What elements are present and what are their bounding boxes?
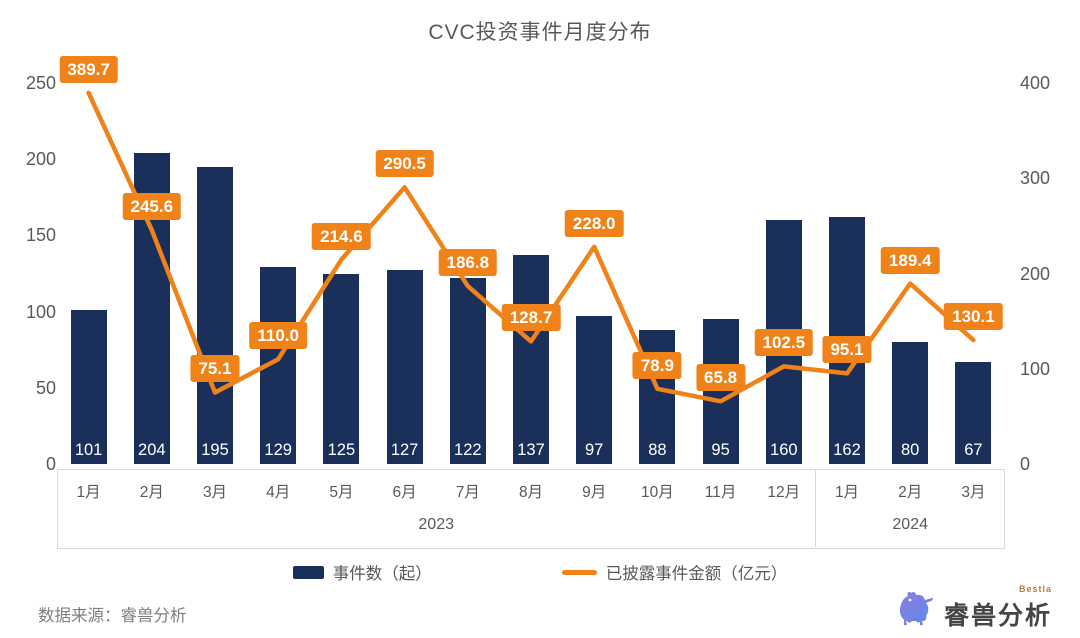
y-axis-left-tick: 150 (25, 225, 56, 246)
year-group-divider (815, 469, 817, 547)
line-point-label: 75.1 (190, 355, 240, 383)
y-axis-left-tick: 250 (25, 73, 56, 93)
y-axis-right-tick: 100 (1020, 358, 1051, 379)
legend-label-line: 已披露事件金额（亿元） (605, 565, 788, 583)
x-tick-label: 12月 (767, 484, 801, 501)
line-point-label: 186.8 (438, 249, 498, 277)
line-point-label: 228.0 (564, 209, 624, 237)
bar-value-label: 162 (833, 441, 861, 459)
brand-name: 睿兽分析 (943, 602, 1052, 630)
bar-value-label: 95 (711, 441, 730, 459)
legend-label-bars: 事件数（起） (332, 565, 432, 583)
bar-value-label: 160 (770, 441, 798, 459)
brand-subtitle: Bestla (1018, 584, 1052, 594)
data-source-note: 数据来源：睿兽分析 (38, 607, 187, 625)
line-point-label: 95.1 (822, 336, 872, 364)
bar-value-label: 101 (74, 441, 103, 459)
x-tick-label: 1月 (834, 484, 860, 501)
y-axis-left-tick: 50 (35, 377, 56, 398)
line-swatch-icon (561, 569, 597, 575)
line-point-label: 245.6 (122, 193, 182, 221)
legend: 事件数（起） 已披露事件金额（亿元） (0, 556, 1080, 588)
bar (449, 278, 486, 464)
x-tick-label: 6月 (392, 484, 417, 501)
bar-value-label: 97 (585, 441, 604, 459)
x-tick-label: 3月 (961, 484, 986, 501)
x-tick-label: 4月 (266, 484, 291, 501)
y-axis-right-tick: 200 (1020, 263, 1051, 284)
x-axis-band (57, 469, 1005, 549)
year-group-label: 2023 (418, 516, 454, 533)
line-point-label: 65.8 (696, 364, 746, 392)
bar-value-label: 122 (454, 441, 482, 459)
legend-item-bars: 事件数（起） (292, 560, 432, 584)
line-point-label: 389.7 (59, 55, 118, 83)
bar-value-label: 80 (901, 441, 920, 459)
brand-logo: 睿兽分析 Bestla (896, 584, 1052, 632)
line-point-label: 102.5 (754, 329, 814, 357)
x-tick-label: 9月 (582, 484, 607, 501)
x-tick-label: 3月 (202, 484, 228, 501)
x-tick-label: 7月 (455, 484, 480, 501)
x-tick-label: 1月 (76, 484, 101, 501)
bar (260, 267, 297, 464)
x-tick-label: 5月 (329, 484, 354, 501)
bar-value-label: 125 (327, 441, 356, 459)
y-axis-left-tick: 200 (25, 149, 56, 170)
y-axis-right-tick: 400 (1020, 73, 1051, 93)
chart-title: CVC投资事件月度分布 (428, 21, 652, 44)
bar (386, 270, 423, 464)
line-point-label: 78.9 (632, 351, 682, 379)
bar (513, 255, 549, 464)
line-point-label: 130.1 (944, 303, 1003, 331)
x-tick-label: 11月 (704, 484, 737, 501)
legend-item-line: 已披露事件金额（亿元） (561, 560, 788, 584)
bar-value-label: 204 (138, 441, 166, 459)
line-point-label: 214.6 (312, 222, 371, 250)
line-point-label: 189.4 (880, 246, 940, 274)
y-axis-left-tick: 100 (25, 301, 56, 322)
line-point-label: 110.0 (249, 322, 307, 350)
bar-value-label: 195 (201, 441, 229, 459)
bar-value-label: 127 (390, 441, 419, 459)
bar (323, 273, 360, 464)
line-point-label: 290.5 (375, 150, 434, 178)
bar-value-label: 137 (517, 441, 545, 459)
bar-swatch-icon (292, 565, 324, 579)
x-tick-label: 2月 (898, 484, 923, 501)
y-axis-right-tick: 0 (1020, 454, 1031, 474)
x-tick-label: 10月 (641, 484, 674, 501)
bar-value-label: 88 (648, 441, 667, 459)
bar-value-label: 129 (264, 441, 292, 459)
x-tick-label: 8月 (518, 484, 544, 501)
bar (197, 166, 233, 464)
y-axis-left-tick: 0 (45, 454, 56, 474)
y-axis-right-tick: 300 (1020, 168, 1051, 189)
bar-value-label: 67 (964, 441, 983, 459)
year-group-label: 2024 (892, 516, 928, 533)
line-point-label: 128.7 (501, 304, 561, 332)
beast-icon (899, 591, 934, 625)
x-tick-label: 2月 (139, 484, 164, 501)
